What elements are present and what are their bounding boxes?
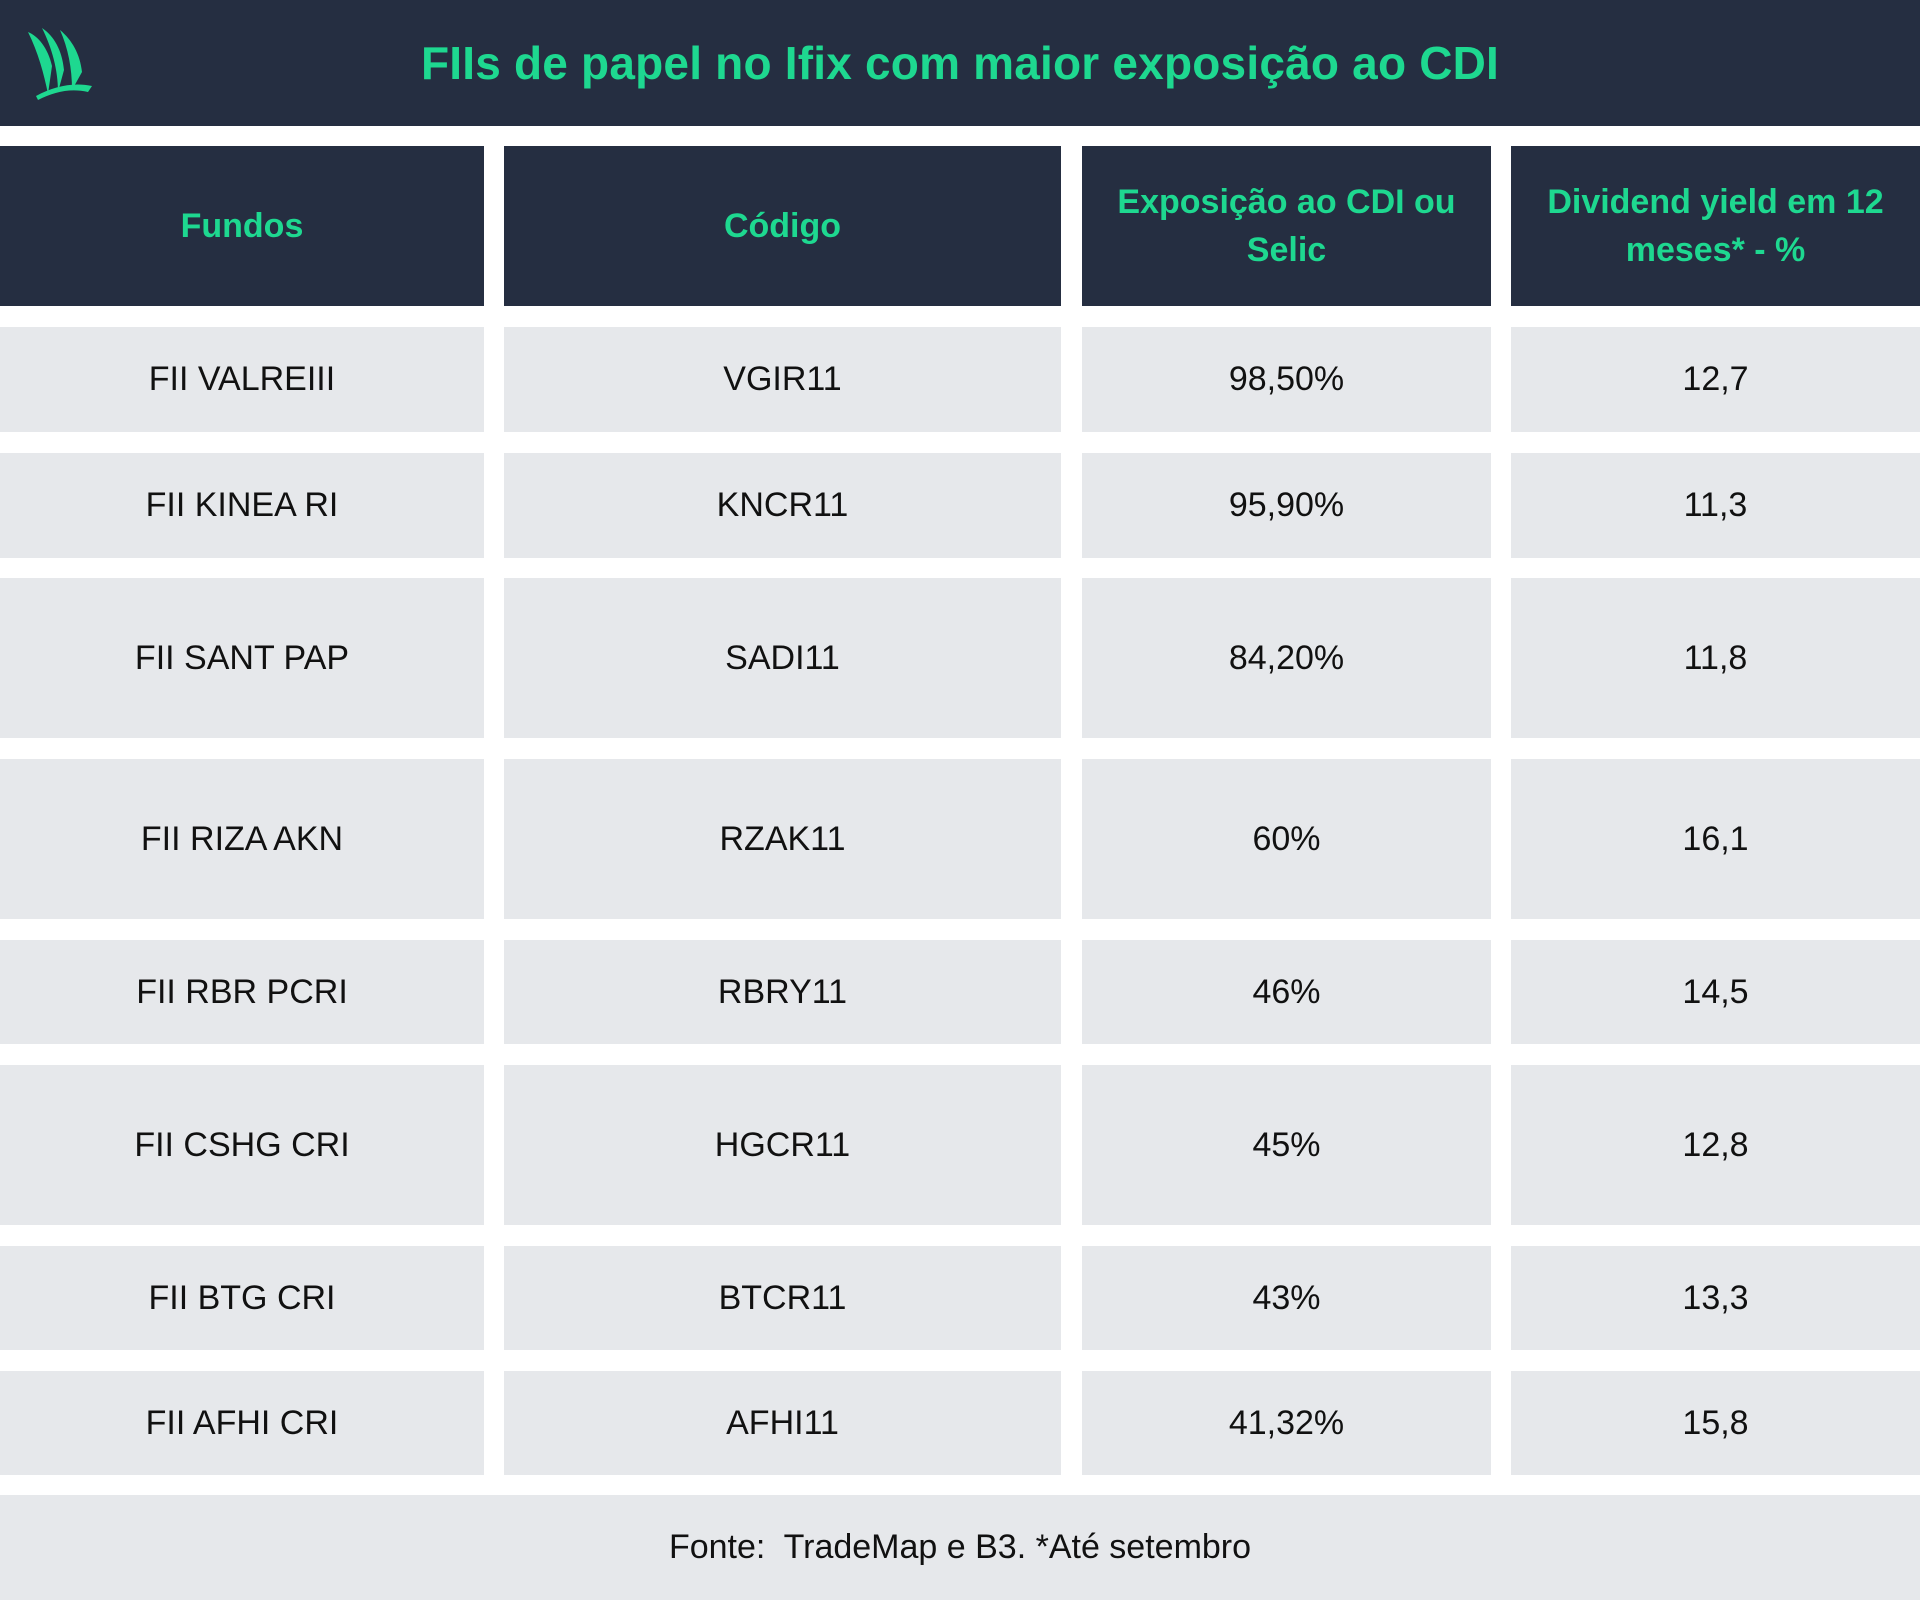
table-cell-code: SADI11 — [504, 578, 1061, 738]
table-cell-cdi-exposure: 98,50% — [1082, 327, 1491, 432]
table-cell-fund: FII KINEA RI — [0, 453, 484, 558]
column-header-code: Código — [504, 146, 1061, 306]
table-cell-fund: FII RIZA AKN — [0, 759, 484, 919]
table-cell-fund: FII VALREIII — [0, 327, 484, 432]
table-cell-dividend-yield: 15,8 — [1511, 1371, 1920, 1475]
table-cell-dividend-yield: 11,8 — [1511, 578, 1920, 738]
table-cell-dividend-yield: 12,7 — [1511, 327, 1920, 432]
source-note: Fonte: TradeMap e B3. *Até setembro — [0, 1495, 1920, 1600]
column-header-cdi-exposure: Exposição ao CDI ou Selic — [1082, 146, 1491, 306]
table-cell-cdi-exposure: 45% — [1082, 1065, 1491, 1225]
table-cell-cdi-exposure: 41,32% — [1082, 1371, 1491, 1475]
sail-logo-icon — [28, 28, 92, 100]
table-cell-cdi-exposure: 60% — [1082, 759, 1491, 919]
table-cell-code: RZAK11 — [504, 759, 1061, 919]
table-cell-dividend-yield: 16,1 — [1511, 759, 1920, 919]
table-cell-fund: FII SANT PAP — [0, 578, 484, 738]
table-cell-dividend-yield: 13,3 — [1511, 1246, 1920, 1350]
table-cell-code: AFHI11 — [504, 1371, 1061, 1475]
table-cell-code: BTCR11 — [504, 1246, 1061, 1350]
table-cell-cdi-exposure: 46% — [1082, 940, 1491, 1044]
table-cell-cdi-exposure: 84,20% — [1082, 578, 1491, 738]
table-cell-fund: FII CSHG CRI — [0, 1065, 484, 1225]
table-cell-dividend-yield: 14,5 — [1511, 940, 1920, 1044]
table-cell-code: VGIR11 — [504, 327, 1061, 432]
column-header-dividend-yield: Dividend yield em 12 meses* - % — [1511, 146, 1920, 306]
table-cell-dividend-yield: 12,8 — [1511, 1065, 1920, 1225]
column-header-fund: Fundos — [0, 146, 484, 306]
table-cell-code: RBRY11 — [504, 940, 1061, 1044]
table-cell-fund: FII BTG CRI — [0, 1246, 484, 1350]
table-cell-cdi-exposure: 43% — [1082, 1246, 1491, 1350]
table-cell-fund: FII AFHI CRI — [0, 1371, 484, 1475]
table-cell-dividend-yield: 11,3 — [1511, 453, 1920, 558]
table-cell-code: KNCR11 — [504, 453, 1061, 558]
table-cell-cdi-exposure: 95,90% — [1082, 453, 1491, 558]
table-cell-code: HGCR11 — [504, 1065, 1061, 1225]
page-title: FIIs de papel no Ifix com maior exposiçã… — [420, 37, 1500, 89]
table-cell-fund: FII RBR PCRI — [0, 940, 484, 1044]
title-banner: FIIs de papel no Ifix com maior exposiçã… — [0, 0, 1920, 126]
